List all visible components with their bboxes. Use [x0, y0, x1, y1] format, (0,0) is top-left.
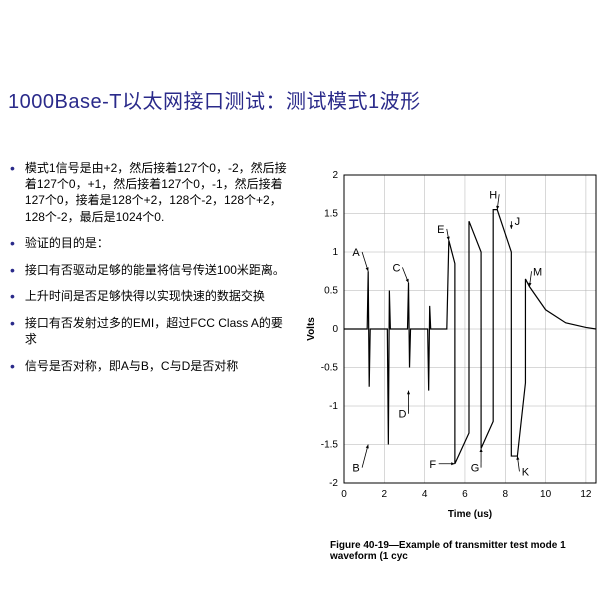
- bullet-icon: •: [10, 235, 15, 252]
- bullet-list: • 模式1信号是由+2，然后接着127个0，-2，然后接着127个0，+1，然后…: [10, 160, 290, 384]
- svg-text:-1: -1: [329, 401, 338, 412]
- bullet-text: 接口有否发射过多的EMI，超过FCC Class A的要求: [25, 315, 290, 347]
- svg-text:K: K: [522, 466, 530, 478]
- list-item: • 验证的目的是：: [10, 235, 290, 252]
- svg-text:8: 8: [502, 489, 508, 500]
- svg-text:-0.5: -0.5: [321, 363, 339, 374]
- svg-text:B: B: [352, 463, 359, 475]
- svg-text:H: H: [489, 189, 497, 201]
- list-item: • 信号是否对称，即A与B，C与D是否对称: [10, 358, 290, 375]
- svg-text:10: 10: [540, 489, 552, 500]
- svg-text:Volts: Volts: [306, 317, 317, 341]
- svg-text:2: 2: [382, 489, 388, 500]
- svg-text:12: 12: [580, 489, 592, 500]
- svg-text:1: 1: [332, 247, 338, 258]
- bullet-text: 上升时间是否足够快得以实现快速的数据交换: [25, 288, 290, 304]
- svg-text:-2: -2: [329, 478, 338, 489]
- figure-caption: Figure 40-19—Example of transmitter test…: [330, 540, 602, 562]
- bullet-icon: •: [10, 358, 15, 375]
- bullet-icon: •: [10, 262, 15, 279]
- bullet-icon: •: [10, 288, 15, 305]
- svg-text:M: M: [533, 266, 542, 278]
- list-item: • 上升时间是否足够快得以实现快速的数据交换: [10, 288, 290, 305]
- svg-text:J: J: [515, 216, 521, 228]
- svg-text:C: C: [392, 262, 400, 274]
- list-item: • 接口有否发射过多的EMI，超过FCC Class A的要求: [10, 315, 290, 347]
- bullet-text: 验证的目的是：: [25, 235, 290, 251]
- svg-text:Time (us): Time (us): [448, 509, 492, 520]
- svg-text:2: 2: [332, 170, 338, 181]
- bullet-icon: •: [10, 160, 15, 177]
- svg-text:0: 0: [332, 324, 338, 335]
- svg-text:0.5: 0.5: [324, 286, 338, 297]
- svg-text:6: 6: [462, 489, 468, 500]
- page-title: 1000Base-T以太网接口测试：测试模式1波形: [8, 85, 421, 114]
- bullet-text: 接口有否驱动足够的能量将信号传送100米距离。: [25, 262, 290, 278]
- svg-text:D: D: [398, 409, 406, 421]
- bullet-icon: •: [10, 315, 15, 332]
- list-item: • 接口有否驱动足够的能量将信号传送100米距离。: [10, 262, 290, 279]
- svg-text:-1.5: -1.5: [321, 440, 339, 451]
- list-item: • 模式1信号是由+2，然后接着127个0，-2，然后接着127个0，+1，然后…: [10, 160, 290, 225]
- svg-text:0: 0: [341, 489, 347, 500]
- svg-text:A: A: [352, 247, 360, 259]
- bullet-text: 信号是否对称，即A与B，C与D是否对称: [25, 358, 290, 374]
- svg-text:G: G: [471, 463, 480, 475]
- bullet-text: 模式1信号是由+2，然后接着127个0，-2，然后接着127个0，+1，然后接着…: [25, 160, 290, 225]
- svg-text:F: F: [429, 459, 436, 471]
- waveform-chart: 0 2 4 6 8 10 12 -2 -1.5 -1 -0.5 0 0.5 1 1.5 2 Time (us) V…: [300, 165, 602, 525]
- svg-text:E: E: [437, 224, 444, 236]
- svg-text:1.5: 1.5: [324, 209, 338, 220]
- svg-text:4: 4: [422, 489, 428, 500]
